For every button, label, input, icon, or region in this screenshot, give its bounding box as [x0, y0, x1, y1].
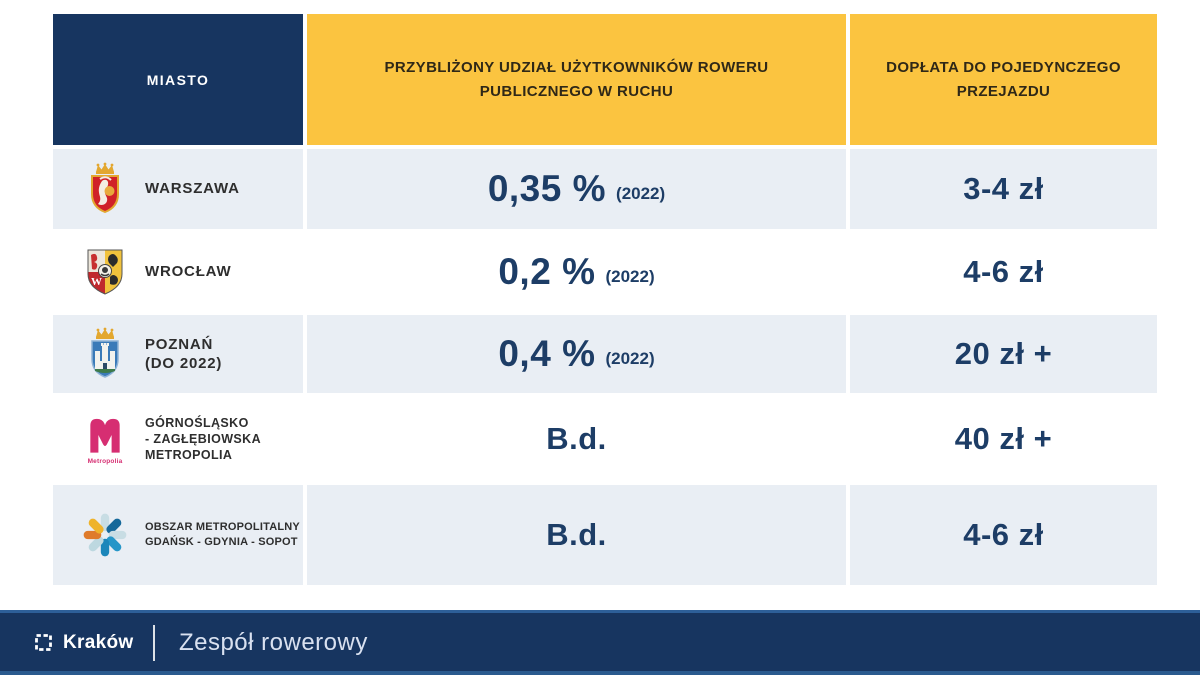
row-poznan-fee-cell: 20 zł + — [850, 315, 1157, 393]
share-year: (2022) — [616, 184, 666, 203]
row-warszawa-city-cell: WARSZAWA — [53, 149, 303, 229]
share-value: B.d. — [546, 421, 607, 456]
header-city: MIASTO — [53, 14, 303, 145]
row-gzm-share-cell: B.d. — [307, 397, 846, 481]
row-wroclaw-fee-cell: 4-6 zł — [850, 233, 1157, 311]
city-name: OBSZAR METROPOLITALNY GDAŃSK - GDYNIA - … — [145, 521, 300, 548]
krakow-logo-icon — [35, 634, 52, 651]
footer-bar: Kraków Zespół rowerowy — [0, 610, 1200, 675]
warszawa-coat-of-arms-icon — [77, 162, 133, 216]
header-share: PRZYBLIŻONY UDZIAŁ UŻYTKOWNIKÓW ROWERU P… — [307, 14, 846, 145]
gzm-metropolia-logo-icon: Metropolia — [77, 413, 133, 465]
header-fee-line2: PRZEJAZDU — [956, 82, 1051, 100]
row-warszawa-fee-cell: 3-4 zł — [850, 149, 1157, 229]
row-poznan-city-cell: POZNAŃ (DO 2022) — [53, 315, 303, 393]
share-value: 0,2 % — [498, 251, 596, 292]
row-tricity-share-cell: B.d. — [307, 485, 846, 585]
footer-team-name: Zespół rowerowy — [178, 628, 368, 656]
poznan-coat-of-arms-icon — [77, 327, 133, 381]
header-share-line1: PRZYBLIŻONY UDZIAŁ UŻYTKOWNIKÓW ROWERU — [384, 59, 769, 77]
krakow-brand-name: Kraków — [63, 631, 134, 653]
share-value: 0,4 % — [498, 333, 596, 374]
city-name: GÓRNOŚLĄSKO - ZAGŁĘBIOWSKA METROPOLIA — [145, 415, 262, 463]
row-tricity-city-cell: OBSZAR METROPOLITALNY GDAŃSK - GDYNIA - … — [53, 485, 303, 585]
header-city-label: MIASTO — [146, 71, 210, 88]
share-year: (2022) — [605, 267, 655, 286]
fee-value: 40 zł + — [954, 421, 1053, 456]
city-name: WARSZAWA — [145, 180, 240, 198]
row-tricity-fee-cell: 4-6 zł — [850, 485, 1157, 585]
tricity-metro-logo-icon — [77, 509, 133, 561]
fee-value: 3-4 zł — [963, 171, 1044, 206]
fee-value: 4-6 zł — [963, 254, 1044, 289]
header-fee-line1: DOPŁATA DO POJEDYNCZEGO — [886, 59, 1121, 77]
row-warszawa-share-cell: 0,35 % (2022) — [307, 149, 846, 229]
fee-value: 4-6 zł — [963, 517, 1044, 552]
row-gzm-city-cell: Metropolia GÓRNOŚLĄSKO - ZAGŁĘBIOWSKA ME… — [53, 397, 303, 481]
header-share-line2: PUBLICZNEGO W RUCHU — [479, 82, 674, 100]
row-gzm-fee-cell: 40 zł + — [850, 397, 1157, 481]
header-fee: DOPŁATA DO POJEDYNCZEGO PRZEJAZDU — [850, 14, 1157, 145]
row-wroclaw-share-cell: 0,2 % (2022) — [307, 233, 846, 311]
krakow-brand: Kraków — [33, 632, 133, 654]
wroclaw-coat-of-arms-icon: W — [77, 248, 133, 296]
share-year: (2022) — [605, 349, 655, 368]
city-name: WROCŁAW — [145, 263, 232, 281]
gzm-logo-caption: Metropolia — [87, 458, 123, 465]
footer-separator — [153, 624, 155, 661]
share-value: 0,35 % — [487, 168, 607, 209]
row-poznan-share-cell: 0,4 % (2022) — [307, 315, 846, 393]
city-name: POZNAŃ (DO 2022) — [145, 335, 223, 373]
fee-value: 20 zł + — [954, 336, 1053, 371]
row-wroclaw-city-cell: W WROCŁAW — [53, 233, 303, 311]
svg-text:W: W — [91, 276, 102, 288]
comparison-table: MIASTO PRZYBLIŻONY UDZIAŁ UŻYTKOWNIKÓW R… — [53, 14, 1157, 585]
share-value: B.d. — [546, 517, 607, 552]
